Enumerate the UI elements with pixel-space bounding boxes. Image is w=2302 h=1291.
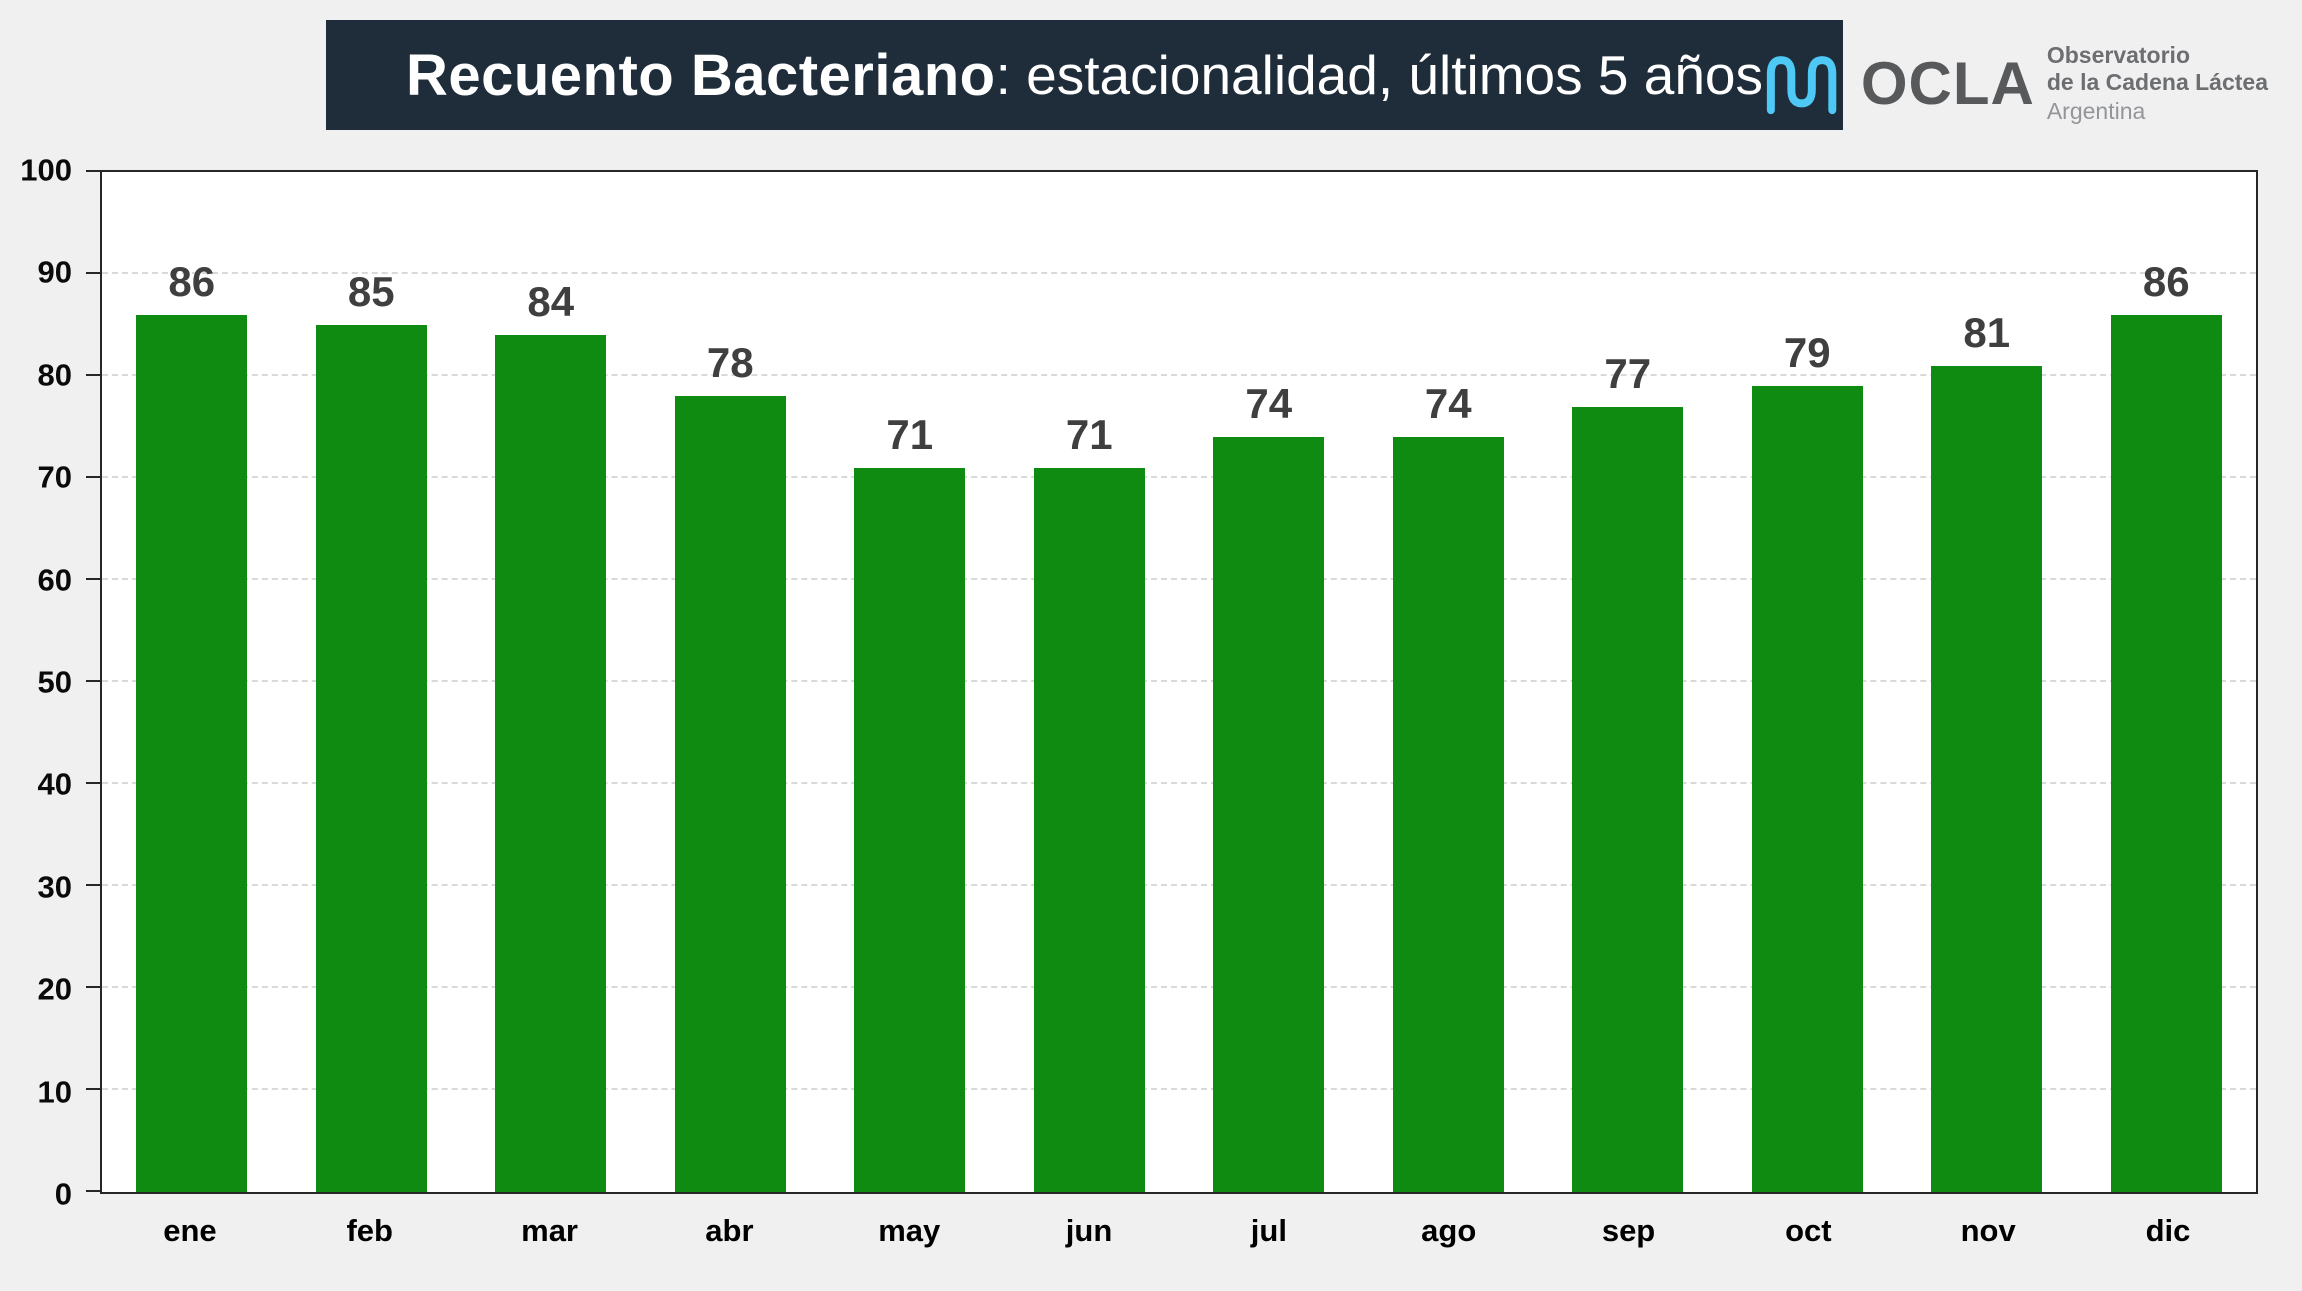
bar-oct (1751, 386, 1863, 1192)
y-axis-tick-mark (86, 578, 100, 580)
bar-column-oct: 79 (1718, 172, 1898, 1192)
x-axis-label-may: may (878, 1213, 941, 1248)
logo-org-line2: de la Cadena Láctea (2046, 69, 2268, 96)
bar-jun (1033, 467, 1145, 1192)
bars-container: 86 85 84 78 71 71 74 74 77 79 81 86 (102, 172, 2256, 1192)
bar-column-abr: 78 (641, 172, 821, 1192)
bar-column-feb: 85 (282, 172, 462, 1192)
bar-value-label-feb: 85 (347, 268, 395, 315)
wave-icon (1761, 51, 1849, 117)
bar-value-label-sep: 77 (1604, 349, 1652, 397)
bar-abr (674, 396, 786, 1192)
chart-title-banner: Recuento Bacteriano: estacionalidad, últ… (326, 20, 1843, 130)
y-axis-tick-mark (86, 680, 100, 682)
bar-column-mar: 84 (461, 172, 641, 1192)
bar-value-label-nov: 81 (1963, 308, 2011, 356)
bar-sep (1572, 406, 1684, 1192)
bar-nov (1931, 365, 2043, 1192)
x-axis-label-jul: jul (1250, 1213, 1287, 1248)
y-axis-tick-mark (86, 272, 100, 274)
bar-column-ago: 74 (1359, 172, 1539, 1192)
bar-column-ene: 86 (102, 172, 282, 1192)
x-axis-label-feb: feb (346, 1213, 393, 1248)
x-axis-label-nov: nov (1960, 1213, 2016, 1248)
x-axis-label-ene: ene (163, 1213, 217, 1248)
bar-dic (2110, 314, 2222, 1192)
y-axis-tick-label: 10 (37, 1074, 72, 1110)
y-axis-tick-label: 90 (37, 254, 72, 290)
logo-org-text: Observatorio de la Cadena Láctea Argenti… (2047, 42, 2268, 125)
logo-org-line3: Argentina (2046, 98, 2146, 125)
y-axis-tick-mark (86, 1088, 100, 1090)
bar-column-may: 71 (820, 172, 1000, 1192)
y-axis-tick-label: 40 (37, 766, 72, 802)
y-axis-tick-label: 20 (37, 971, 72, 1007)
bar-value-label-ago: 74 (1424, 380, 1472, 428)
bar-may (854, 467, 966, 1192)
bar-column-jun: 71 (1000, 172, 1180, 1192)
bar-feb (315, 325, 427, 1192)
bar-mar (495, 335, 607, 1192)
bar-value-label-jun: 71 (1065, 410, 1113, 458)
bar-column-nov: 81 (1897, 172, 2077, 1192)
y-axis-tick-label: 80 (37, 357, 72, 393)
bar-ene (136, 314, 248, 1192)
x-axis: ene feb mar abr may jun jul ago sep oct nov dic (100, 1213, 2258, 1249)
x-axis-label-oct: oct (1785, 1213, 1832, 1248)
y-axis-tick-mark (86, 986, 100, 988)
logo-text: OCLA (1860, 49, 2035, 117)
bar-value-label-abr: 78 (706, 339, 754, 387)
bar-value-label-jul: 74 (1245, 380, 1293, 428)
chart-title: Recuento Bacteriano (405, 42, 996, 108)
y-axis-tick-mark (86, 884, 100, 886)
x-axis-label-jun: jun (1065, 1213, 1113, 1248)
y-axis-tick-mark (86, 374, 100, 376)
bar-column-sep: 77 (1538, 172, 1718, 1192)
bar-value-label-oct: 79 (1783, 329, 1831, 377)
ocla-logo: OCLA Observatorio de la Cadena Láctea Ar… (1761, 42, 2268, 125)
x-axis-label-abr: abr (705, 1213, 754, 1248)
y-axis-tick-mark (86, 170, 100, 172)
bar-jul (1213, 437, 1325, 1192)
bar-ago (1392, 437, 1504, 1192)
bar-value-label-may: 71 (886, 410, 934, 458)
y-axis-tick-label: 60 (37, 562, 72, 598)
x-axis-label-mar: mar (521, 1213, 578, 1248)
y-axis-tick-label: 0 (54, 1176, 72, 1212)
x-axis-label-sep: sep (1601, 1213, 1656, 1248)
bar-chart-plot-area: 86 85 84 78 71 71 74 74 77 79 81 86 (86, 170, 2258, 1194)
x-axis-label-dic: dic (2145, 1213, 2191, 1248)
bar-value-label-mar: 84 (527, 278, 575, 326)
bar-column-jul: 74 (1179, 172, 1359, 1192)
y-axis-tick-mark (86, 1190, 100, 1192)
y-axis: 0 10 20 30 40 50 60 70 80 90 100 (0, 155, 86, 1210)
y-axis-tick-mark (86, 782, 100, 784)
y-axis-tick-label: 70 (37, 459, 72, 495)
y-axis-tick-label: 50 (37, 664, 72, 700)
y-axis-tick-mark (86, 476, 100, 478)
y-axis-tick-label: 30 (37, 869, 72, 905)
bar-value-label-ene: 86 (168, 257, 216, 305)
logo-org-line1: Observatorio (2046, 42, 2190, 68)
y-axis-tick-label: 100 (20, 152, 72, 188)
x-axis-label-ago: ago (1421, 1213, 1477, 1248)
bar-column-dic: 86 (2077, 172, 2257, 1192)
chart-subtitle: : estacionalidad, últimos 5 años (995, 44, 1764, 106)
bar-value-label-dic: 86 (2142, 257, 2190, 305)
